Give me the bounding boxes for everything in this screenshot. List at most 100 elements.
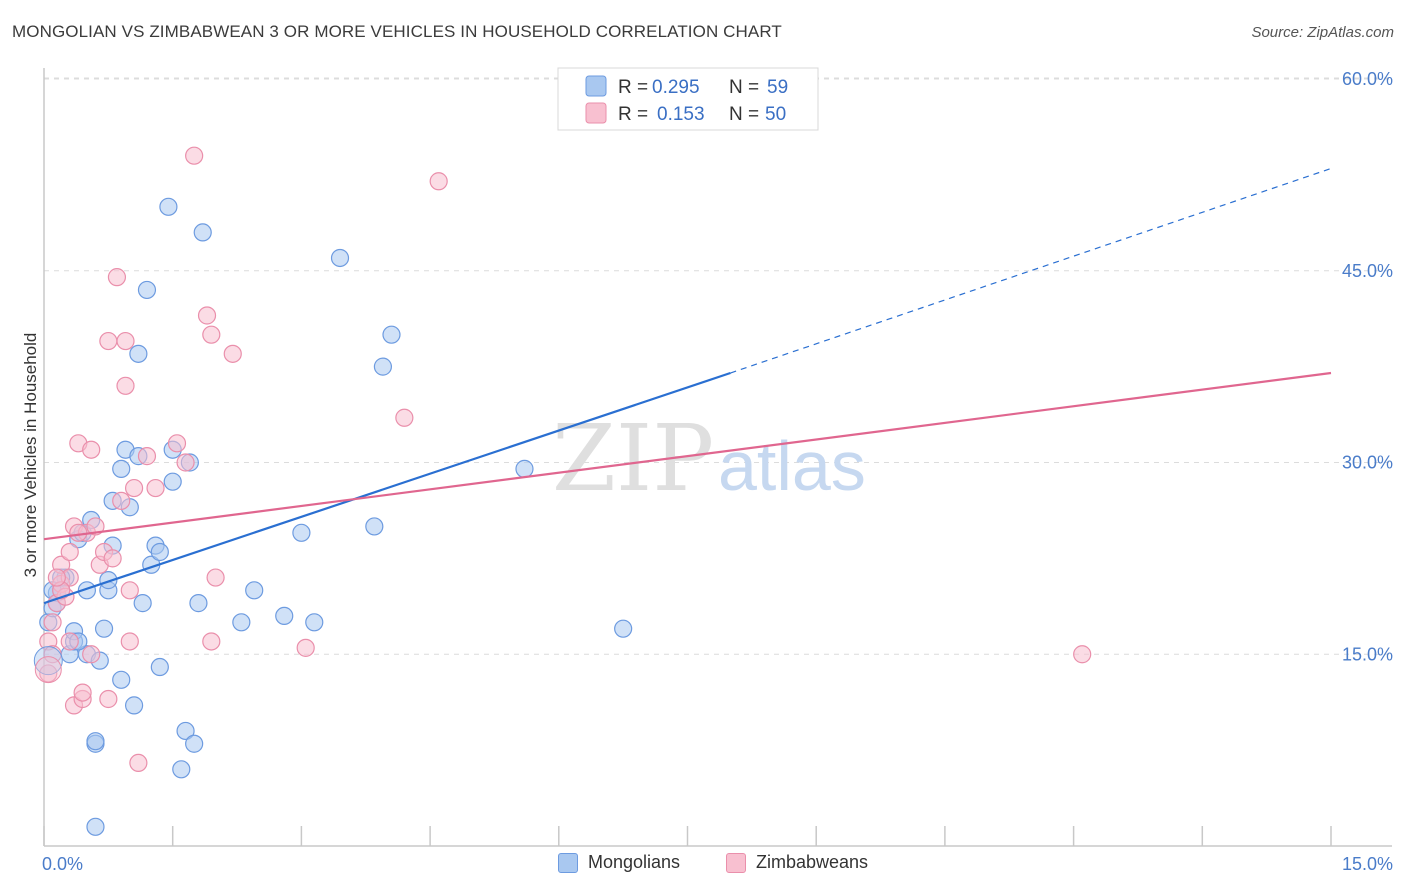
zimbabwean-trend-line [43,371,1332,541]
zimbabwean-point [129,753,148,773]
zimbabwean-point [429,172,448,191]
zimbabwean-point [43,613,62,632]
mongolian-point [150,542,169,562]
mongolian-point [189,594,208,613]
x-tick-label: 15.0% [1342,854,1393,874]
mongolian-point [172,760,191,779]
trend-lines [43,167,1332,605]
mongolian-trend-extension [730,167,1332,374]
watermark-atlas: atlas [718,427,866,505]
x-axis-ticks [43,826,1332,846]
scatter-points [33,146,1092,836]
zimbabwean-point [206,568,225,587]
y-tick-labels: 15.0% 30.0% 45.0% 60.0% [1342,69,1393,664]
legend-r-label: R = [618,77,648,98]
watermark-zip: ZIP [552,405,714,512]
zimbabwean-point [39,664,58,683]
y-axis-label: 3 or more Vehicles in Household [21,333,40,578]
mongolian-point [112,670,131,689]
mongolian-point [330,248,350,268]
mongolian-point [99,571,118,590]
mongolian-point [112,459,131,478]
zimbabwean-point [86,517,105,536]
grid-lines [44,77,1392,655]
zimbabwean-point [124,478,144,498]
zimbabwean-point [1073,645,1092,664]
zimbabwean-point [107,268,127,287]
y-tick-label: 30.0% [1342,453,1393,473]
mongolian-point [245,581,264,600]
zimbabwean-point [103,549,122,568]
mongolian-point [137,280,157,300]
zimbabwean-point [116,331,135,351]
zimbabwean-point [395,408,414,427]
axes [43,68,1392,847]
mongolian-point [150,657,169,677]
mongolian-point [129,344,148,363]
mongolian-point [124,696,144,715]
legend-n-label: N = [729,77,759,98]
zimbabwean-point [296,638,315,657]
legend-label-mongolians: Mongolians [588,852,681,872]
zimbabwean-point [99,689,118,709]
mongolian-point [185,734,204,753]
zimbabwean-point [99,331,118,351]
zimbabwean-point [197,306,217,325]
legend-swatch-zimbabweans [585,102,607,124]
y-tick-label: 60.0% [1342,69,1393,89]
source-label: Source: ZipAtlas.com [1251,24,1394,41]
mongolian-point [382,325,401,344]
legend-swatch-mongolians [558,852,578,873]
mongolian-point [305,613,324,632]
y-tick-label: 15.0% [1342,644,1393,664]
legend-r-value: 0.153 [657,104,705,125]
zimbabwean-point [120,632,139,651]
mongolian-point [77,581,97,600]
mongolian-point [515,459,534,478]
zimbabwean-point [176,453,195,472]
legend-swatch-zimbabweans [726,852,746,873]
legend-top: R = 0.295 N = 59 R = 0.153 N = 50 [557,67,819,131]
legend-n-value: 59 [767,77,788,98]
mongolian-point [94,619,114,638]
zimbabwean-point [69,523,88,542]
x-tick-labels: 0.0% 15.0% [42,854,1393,874]
x-tick-label: 0.0% [42,854,83,874]
zimbabwean-point [146,478,165,498]
legend-bottom: Mongolians Zimbabweans [0,850,1406,880]
zimbabwean-point [185,146,204,165]
zimbabwean-point [82,440,101,459]
legend-swatch-mongolians [585,75,607,97]
mongolian-point [275,606,294,626]
watermark: ZIP atlas [552,405,866,512]
zimbabwean-point [112,491,131,510]
legend-r-label: R = [618,104,648,125]
zimbabwean-point [202,325,221,344]
zimbabwean-point [137,447,157,466]
mongolian-point [232,613,251,632]
mongolian-point [86,817,105,836]
zimbabwean-point [116,376,135,395]
zimbabwean-point [82,645,101,664]
legend-item-mongolians: Mongolians [558,852,680,873]
zimbabwean-point [202,632,221,651]
zimbabwean-point [223,344,242,363]
legend-r-value: 0.295 [652,77,700,98]
mongolian-point [33,646,63,676]
mongolian-point [163,472,182,491]
legend-label-zimbabweans: Zimbabweans [756,852,869,872]
zimbabwean-point [60,542,79,562]
mongolian-point [614,619,633,638]
legend-n-label: N = [729,104,759,125]
mongolian-point [159,197,178,216]
zimbabwean-point [167,434,187,453]
legend-n-value: 50 [765,104,786,125]
mongolian-point [176,721,195,741]
mongolian-trend-line [43,371,731,605]
mongolian-point [373,357,393,376]
mongolian-point [193,223,212,242]
mongolian-point [365,517,384,536]
mongolian-point [292,523,311,542]
legend-item-zimbabweans: Zimbabweans [726,852,868,873]
zimbabwean-point [60,632,79,651]
